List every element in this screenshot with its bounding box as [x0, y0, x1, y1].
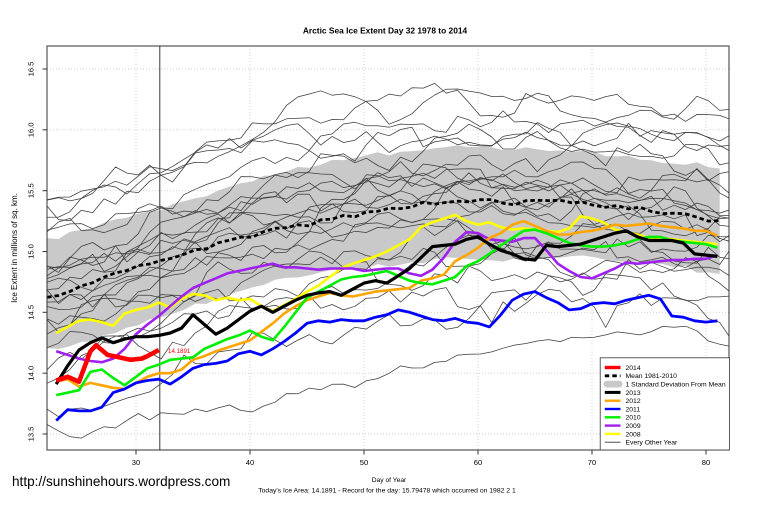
svg-text:2014: 2014 — [626, 365, 641, 372]
svg-text:14.1891: 14.1891 — [168, 348, 191, 355]
svg-text:1 Standard Deviation From Mean: 1 Standard Deviation From Mean — [626, 382, 726, 389]
svg-text:15.5: 15.5 — [27, 183, 36, 198]
svg-text:80: 80 — [702, 458, 710, 467]
svg-text:2011: 2011 — [626, 406, 641, 413]
svg-text:Today's Ice Area: 14.1891 - R: Today's Ice Area: 14.1891 - Record for t… — [258, 488, 516, 495]
svg-text:60: 60 — [474, 458, 482, 467]
svg-text:50: 50 — [360, 458, 368, 467]
svg-text:14.0: 14.0 — [27, 366, 36, 381]
svg-text:13.5: 13.5 — [27, 427, 36, 442]
svg-text:15.0: 15.0 — [27, 244, 36, 259]
svg-text:40: 40 — [246, 458, 254, 467]
svg-text:70: 70 — [588, 458, 596, 467]
svg-text:Day of Year: Day of Year — [372, 477, 407, 484]
svg-text:2013: 2013 — [626, 390, 641, 397]
svg-text:16.0: 16.0 — [27, 122, 36, 137]
svg-text:2009: 2009 — [626, 423, 641, 430]
svg-text:30: 30 — [132, 458, 140, 467]
svg-text:2012: 2012 — [626, 398, 641, 405]
svg-text:2010: 2010 — [626, 415, 641, 422]
svg-text:16.5: 16.5 — [27, 62, 36, 77]
svg-text:Ice Extent in millions of sq.: Ice Extent in millions of sq. km. — [10, 193, 19, 303]
svg-text:http://sunshinehours.wordpress: http://sunshinehours.wordpress.com — [12, 474, 230, 489]
svg-text:2008: 2008 — [626, 431, 641, 438]
svg-text:14.5: 14.5 — [27, 305, 36, 320]
svg-text:Arctic Sea Ice Extent Day 32 1: Arctic Sea Ice Extent Day 32 1978 to 201… — [303, 26, 468, 36]
svg-text:Mean 1981-2010: Mean 1981-2010 — [626, 373, 678, 380]
svg-text:Every Other Year: Every Other Year — [626, 440, 678, 447]
